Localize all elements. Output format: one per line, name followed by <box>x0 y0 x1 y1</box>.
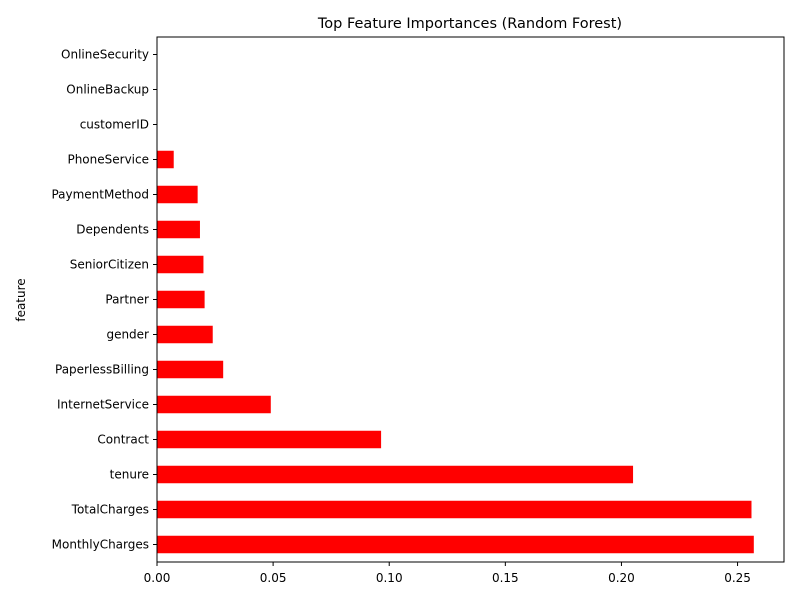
bar-TotalCharges <box>157 500 752 519</box>
bars-layer <box>157 150 754 554</box>
y-tick-label: Partner <box>105 293 149 307</box>
bar-InternetService <box>157 395 271 414</box>
y-tick-label: MonthlyCharges <box>52 538 149 552</box>
bar-Partner <box>157 290 205 309</box>
bar-tenure <box>157 465 634 484</box>
x-tick-label: 0.10 <box>376 571 403 585</box>
y-tick-label: OnlineSecurity <box>61 48 149 62</box>
y-tick-label: gender <box>106 328 149 342</box>
y-tick-label: Contract <box>97 433 149 447</box>
y-ticks-layer: MonthlyCharges TotalCharges tenure Contract… <box>51 48 157 552</box>
y-tick-label: OnlineBackup <box>66 83 149 97</box>
bar-PhoneService <box>157 150 174 169</box>
bar-gender <box>157 325 213 344</box>
y-tick-label: PaperlessBilling <box>55 363 149 377</box>
x-tick-label: 0.05 <box>260 571 287 585</box>
y-tick-label: PhoneService <box>67 153 149 167</box>
x-tick-label: 0.20 <box>608 571 635 585</box>
x-tick-label: 0.00 <box>144 571 171 585</box>
bar-PaymentMethod <box>157 185 198 204</box>
y-tick-label: customerID <box>80 118 149 132</box>
y-tick-label: TotalCharges <box>71 503 149 517</box>
plot-frame <box>156 36 785 563</box>
bar-Dependents <box>157 220 200 239</box>
bar-SeniorCitizen <box>157 255 204 274</box>
x-tick-label: 0.25 <box>724 571 751 585</box>
y-tick-label: PaymentMethod <box>51 188 149 202</box>
y-axis-label: feature <box>14 278 28 321</box>
bar-MonthlyCharges <box>157 535 754 554</box>
y-tick-label: InternetService <box>57 398 149 412</box>
y-tick-label: tenure <box>110 468 149 482</box>
bar-Contract <box>157 430 382 449</box>
x-tick-label: 0.15 <box>492 571 519 585</box>
chart-title: Top Feature Importances (Random Forest) <box>317 16 622 32</box>
bar-PaperlessBilling <box>157 360 224 379</box>
y-tick-label: SeniorCitizen <box>70 258 149 272</box>
y-tick-label: Dependents <box>76 223 149 237</box>
x-ticks-layer: 0.00 0.05 0.10 0.15 0.20 0.25 <box>144 562 751 585</box>
